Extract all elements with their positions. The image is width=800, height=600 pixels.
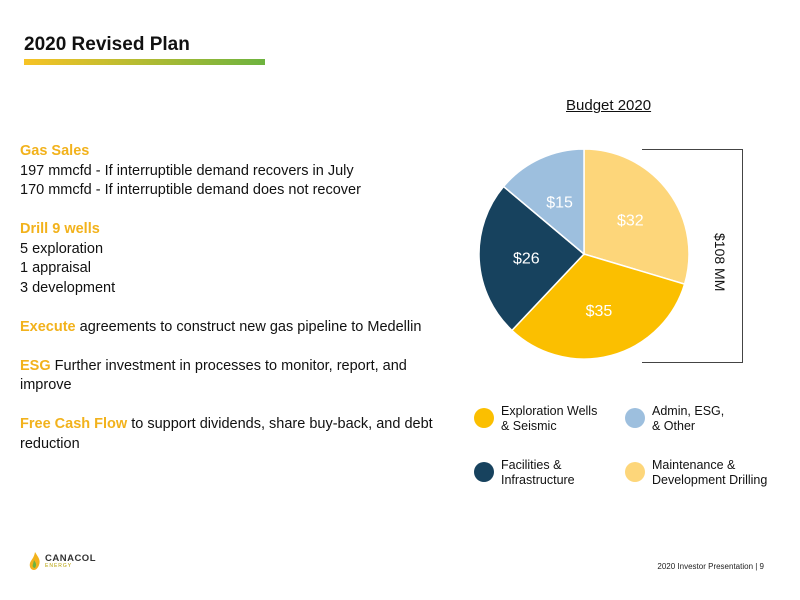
drill-block: Drill 9 wells 5 exploration 1 appraisal … [20, 220, 440, 298]
legend-item: Maintenance & Development Drilling [625, 458, 767, 488]
legend-swatch [625, 462, 645, 482]
legend-label: Facilities & [501, 458, 562, 472]
logo-name: CANACOL [45, 552, 96, 564]
budget-pie-chart: $32 $35 $26 $15 [478, 148, 690, 360]
legend-label: Admin, ESG, [652, 404, 725, 418]
logo-sub: ENERGY [45, 562, 73, 569]
execute-text: agreements to construct new gas pipeline… [75, 318, 422, 335]
legend-label: Development Drilling [652, 473, 768, 487]
esg-keyword: ESG [20, 357, 51, 374]
flame-icon [29, 552, 40, 570]
footer-text: 2020 Investor Presentation | 9 [657, 562, 764, 571]
drill-heading: Drill 9 wells [20, 221, 100, 237]
total-bracket [642, 149, 743, 363]
execute-keyword: Execute [20, 318, 76, 335]
pie-slice [583, 148, 690, 286]
legend-swatch [474, 408, 494, 428]
chart-title: Budget 2020 [566, 97, 652, 114]
legend-label: & Other [652, 419, 696, 433]
pie-data-label: $26 [513, 250, 540, 267]
legend-label: Exploration Wells [501, 404, 598, 418]
drill-line: 5 exploration [20, 240, 104, 257]
drill-line: 3 development [20, 279, 116, 296]
esg-block: ESG Further investment in processes to m… [20, 357, 440, 396]
plan-summary: Gas Sales 197 mmcfd - If interruptible d… [20, 142, 440, 474]
legend-label: Maintenance & [652, 458, 736, 472]
execute-block: Execute agreements to construct new gas … [20, 318, 440, 338]
legend-item: Exploration Wells & Seismic [474, 404, 597, 434]
fcf-block: Free Cash Flow to support dividends, sha… [20, 415, 440, 454]
legend-item: Facilities & Infrastructure [474, 458, 575, 488]
pie-data-label: $35 [586, 303, 613, 320]
legend-swatch [474, 462, 494, 482]
esg-text: Further investment in processes to monit… [20, 357, 407, 394]
gas-sales-block: Gas Sales 197 mmcfd - If interruptible d… [20, 142, 440, 201]
pie-data-label: $32 [617, 213, 644, 230]
legend-label: Infrastructure [501, 473, 575, 487]
gas-sales-heading: Gas Sales [20, 143, 90, 159]
fcf-keyword: Free Cash Flow [20, 416, 128, 432]
gas-sales-line: 170 mmcfd - If interruptible demand does… [20, 182, 361, 198]
pie-slice [502, 148, 585, 256]
legend-label: & Seismic [501, 419, 557, 433]
title-underline-bar [24, 59, 265, 65]
legend-item: Admin, ESG, & Other [625, 404, 724, 434]
company-logo: CANACOL ENERGY [28, 552, 96, 570]
total-label: $108 MM [712, 233, 728, 292]
drill-line: 1 appraisal [20, 260, 91, 276]
pie-slice [510, 253, 686, 360]
pie-data-label: $15 [546, 195, 573, 212]
legend-swatch [625, 408, 645, 428]
fcf-text: to support dividends, share buy-back, an… [20, 416, 433, 452]
gas-sales-line: 197 mmcfd - If interruptible demand reco… [20, 162, 354, 179]
pie-slice [478, 185, 586, 332]
page-title: 2020 Revised Plan [24, 34, 190, 55]
